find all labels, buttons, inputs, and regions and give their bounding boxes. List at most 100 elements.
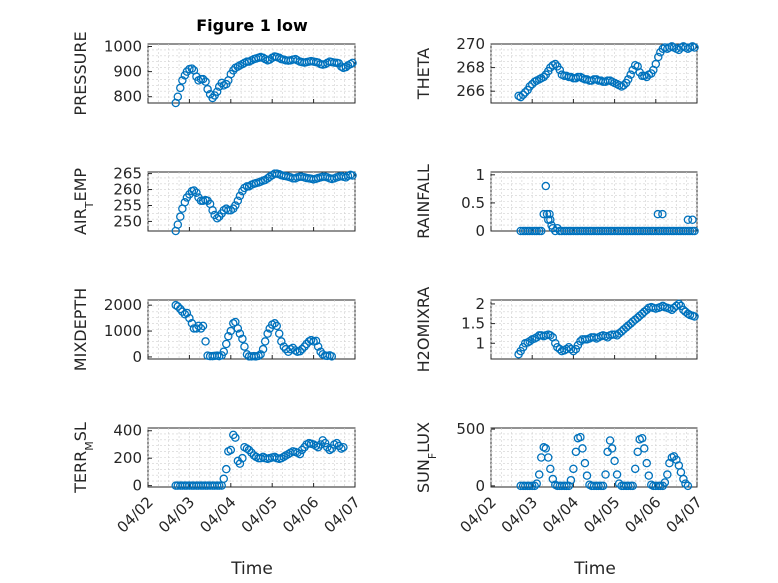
y-tick-label: 0 [475, 222, 485, 240]
data-point [182, 308, 192, 318]
data-point [569, 464, 578, 474]
y-tick-label: 1.5 [461, 315, 485, 333]
data-point [571, 447, 581, 457]
data-point [605, 436, 615, 445]
x-tick-label: 04/02 [457, 493, 500, 536]
data-point [187, 64, 197, 73]
y-tick-label: 255 [113, 196, 142, 214]
data-point [311, 336, 321, 346]
subplot-pressure: 800 900 1000 PRESSURE [71, 31, 357, 116]
data-point [544, 453, 553, 462]
data-point [690, 226, 699, 236]
data-point [208, 93, 217, 103]
data-point [201, 77, 210, 86]
data-point [683, 215, 693, 225]
data-point [203, 84, 212, 94]
data-point [178, 307, 187, 316]
data-point [323, 442, 332, 452]
x-tick-label: 04/07 [321, 493, 364, 536]
y-tick-label: 265 [113, 165, 142, 183]
data-point [582, 471, 592, 480]
x-axis-label-left: Time [230, 559, 273, 579]
y-axis-label: RAINFALL [414, 164, 433, 239]
y-axis-label-tail: LUX [414, 422, 433, 453]
y-axis-label-main: AIR [71, 208, 90, 235]
data-point [541, 181, 551, 191]
data-point [337, 444, 346, 453]
y-axis-label: TERRMSL [71, 422, 96, 494]
data-point [198, 74, 208, 84]
data-point [685, 226, 695, 236]
data-point [539, 72, 548, 82]
y-tick-label: 266 [456, 82, 485, 100]
data-point [254, 351, 263, 361]
data-point [233, 196, 243, 205]
subplot-theta: 266 268 270 THETA [414, 35, 699, 104]
data-point [660, 478, 670, 487]
data-point [525, 82, 534, 91]
data-point [300, 342, 309, 351]
data-point [598, 481, 608, 491]
data-point [545, 209, 554, 219]
data-point [229, 319, 238, 328]
data-point [679, 474, 688, 484]
data-point [642, 458, 651, 468]
y-axis-label-main: PRESSURE [71, 31, 90, 115]
data-point [658, 209, 667, 219]
data-point [348, 171, 357, 180]
data-point [562, 481, 571, 491]
data-point [580, 458, 590, 468]
data-point [566, 344, 576, 354]
data-point [644, 471, 654, 480]
data-point [688, 215, 697, 225]
data-point [238, 334, 247, 344]
data-point [325, 445, 334, 455]
data-point [235, 191, 245, 201]
data-point [240, 342, 249, 351]
y-axis-label: THETA [414, 48, 433, 100]
data-point [555, 65, 565, 75]
y-tick-label: 268 [456, 59, 485, 77]
x-tick-label: 04/03 [498, 493, 541, 536]
data-point [683, 481, 693, 491]
data-point [231, 201, 240, 210]
x-tick-label: 04/06 [279, 493, 322, 536]
data-point [279, 452, 289, 462]
y-axis-label-main: SUN [414, 459, 433, 493]
data-point [553, 223, 562, 233]
data-point [226, 445, 236, 455]
data-point [619, 81, 628, 90]
y-tick-label: 1000 [104, 322, 142, 340]
data-point [334, 441, 344, 451]
y-tick-label: 200 [113, 449, 142, 467]
data-point [224, 206, 233, 215]
data-point [527, 481, 537, 491]
data-point [607, 444, 617, 453]
data-point [189, 186, 199, 195]
data-point [637, 433, 647, 443]
data-point [226, 326, 236, 336]
data-point [196, 324, 206, 333]
data-point [532, 226, 541, 236]
data-point [327, 444, 337, 453]
y-axis-label-main: H2OMIXRA [414, 287, 433, 373]
y-tick-label: 900 [113, 63, 142, 81]
y-axis-label: H2OMIXRA [414, 287, 433, 373]
data-point [297, 344, 307, 354]
x-tick-label: 04/07 [663, 493, 706, 536]
data-point [626, 70, 635, 79]
data-point [180, 198, 190, 207]
data-point [214, 481, 224, 490]
y-axis-label: MIXDEPTH [71, 288, 90, 371]
data-point [610, 456, 619, 466]
data-point [173, 302, 183, 311]
data-point [630, 464, 640, 474]
data-point [612, 470, 622, 479]
y-tick-label: 800 [113, 88, 142, 106]
data-point [539, 209, 548, 219]
x-tick-label: 04/04 [196, 493, 239, 536]
x-tick-label: 04/05 [580, 493, 623, 536]
figure-title: Figure 1 low [196, 16, 308, 35]
